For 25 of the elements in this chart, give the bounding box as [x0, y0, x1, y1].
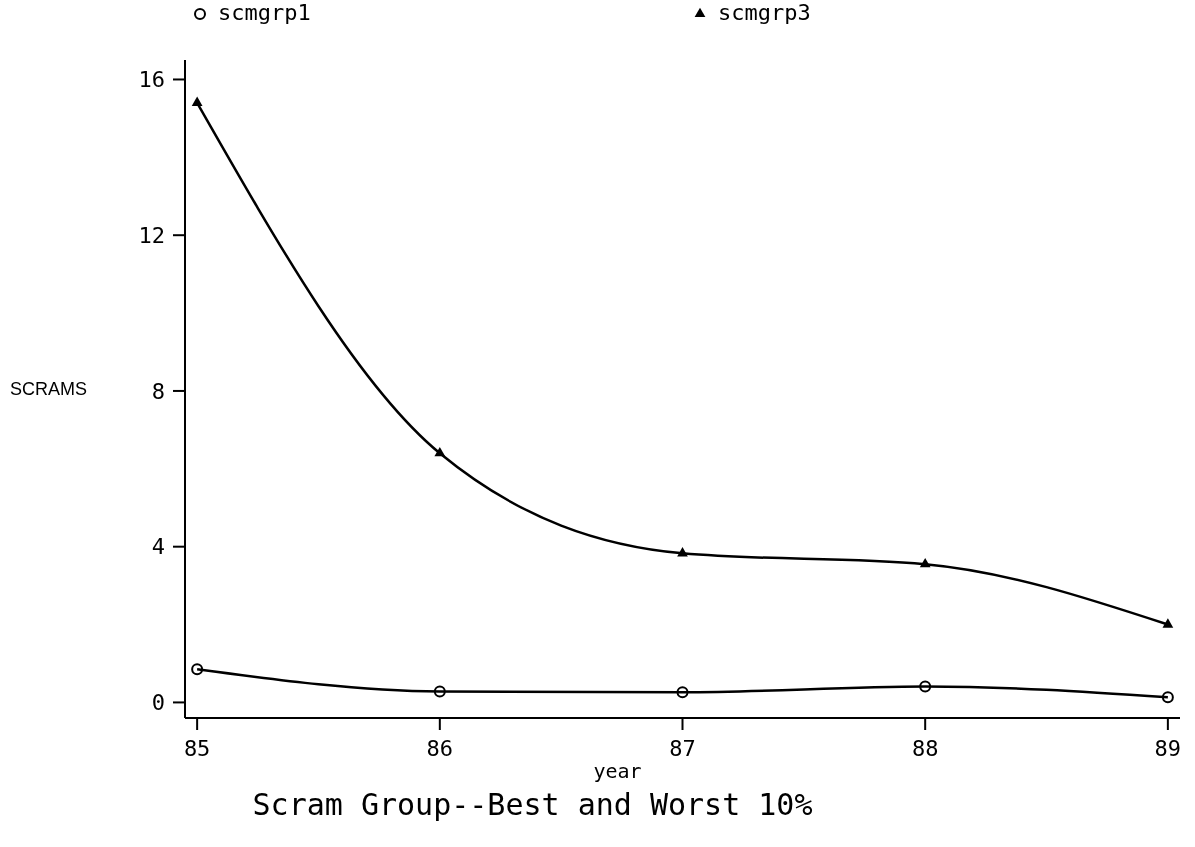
y-tick-label: 16 — [138, 67, 165, 93]
point — [433, 685, 446, 698]
x-tick-label: 89 — [1154, 736, 1182, 761]
y-tick-label: 12 — [138, 222, 165, 248]
x-tick-label: 86 — [426, 736, 454, 761]
point — [1162, 618, 1174, 628]
legend-label: scmgrp3 — [718, 0, 811, 25]
point — [434, 447, 446, 457]
y-tick-label: 4 — [151, 534, 165, 560]
point — [677, 547, 688, 557]
point — [1161, 691, 1174, 704]
x-tick-label: 87 — [669, 736, 696, 761]
x-axis-title: year — [593, 759, 642, 783]
point — [191, 96, 203, 106]
point — [919, 680, 932, 693]
x-tick-label: 88 — [911, 736, 939, 761]
point — [676, 686, 689, 699]
y-tick-label: 0 — [151, 690, 165, 716]
legend-label: scmgrp1 — [218, 0, 311, 25]
text: Scram Group--Best and Worst 10% — [252, 787, 813, 822]
y-tick-label: 8 — [151, 378, 165, 404]
x-tick-label: 85 — [183, 736, 211, 761]
y-axis-title: SCRAMS — [10, 379, 88, 400]
point — [191, 663, 204, 676]
point — [919, 558, 931, 568]
